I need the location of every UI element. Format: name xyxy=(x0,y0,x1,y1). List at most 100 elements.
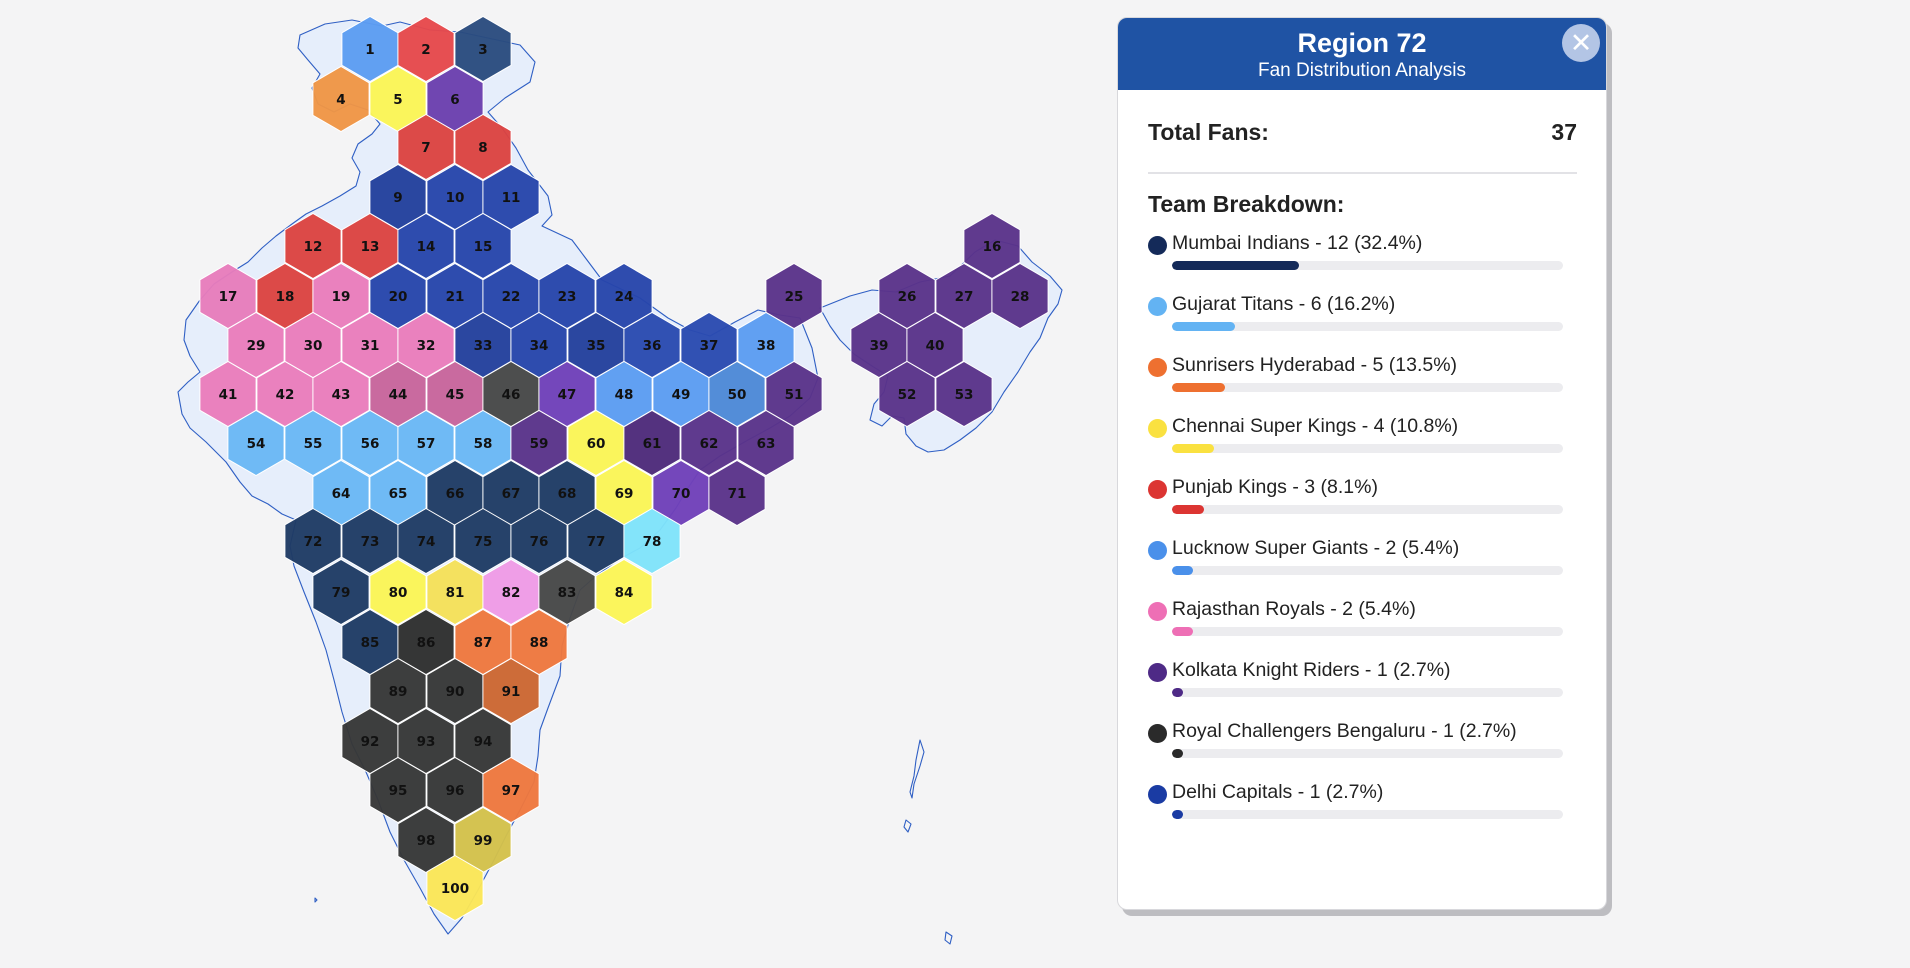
hex-cell[interactable] xyxy=(369,558,427,626)
hex-region[interactable]: 68 xyxy=(538,459,596,527)
hex-cell[interactable] xyxy=(426,854,484,922)
hex-region[interactable]: 30 xyxy=(284,311,342,379)
hex-region[interactable]: 81 xyxy=(426,558,484,626)
hex-cell[interactable] xyxy=(538,558,596,626)
hex-region[interactable]: 76 xyxy=(510,507,568,575)
hex-region[interactable]: 80 xyxy=(369,558,427,626)
hex-region[interactable]: 11 xyxy=(482,163,540,231)
hex-cell[interactable] xyxy=(623,507,681,575)
hex-cell[interactable] xyxy=(397,212,455,280)
hex-region[interactable]: 54 xyxy=(227,409,285,477)
hex-region[interactable]: 87 xyxy=(454,608,512,676)
hex-cell[interactable] xyxy=(935,360,993,428)
hex-region[interactable]: 17 xyxy=(199,262,257,330)
hex-cell[interactable] xyxy=(397,409,455,477)
hex-region[interactable]: 62 xyxy=(680,409,738,477)
hex-region[interactable]: 73 xyxy=(341,507,399,575)
hex-region[interactable]: 33 xyxy=(454,311,512,379)
hex-cell[interactable] xyxy=(482,657,540,725)
hex-cell[interactable] xyxy=(397,507,455,575)
hex-cell[interactable] xyxy=(369,657,427,725)
hex-region[interactable]: 40 xyxy=(906,311,964,379)
hex-cell[interactable] xyxy=(595,558,653,626)
hex-region[interactable]: 31 xyxy=(341,311,399,379)
hex-region[interactable]: 12 xyxy=(284,212,342,280)
hex-cell[interactable] xyxy=(454,113,512,181)
hex-cell[interactable] xyxy=(284,507,342,575)
hex-region[interactable]: 3 xyxy=(454,15,512,83)
hex-region[interactable]: 25 xyxy=(765,262,823,330)
hex-region[interactable]: 41 xyxy=(199,360,257,428)
hex-cell[interactable] xyxy=(312,65,370,133)
hex-region[interactable]: 28 xyxy=(991,262,1049,330)
hex-region[interactable]: 7 xyxy=(397,113,455,181)
hex-region[interactable]: 100 xyxy=(426,854,484,922)
hex-region[interactable]: 96 xyxy=(426,756,484,824)
hex-region[interactable]: 79 xyxy=(312,558,370,626)
hex-region[interactable]: 27 xyxy=(935,262,993,330)
hex-region[interactable]: 16 xyxy=(963,212,1021,280)
hex-region[interactable]: 93 xyxy=(397,707,455,775)
hex-region[interactable]: 89 xyxy=(369,657,427,725)
hex-region[interactable]: 95 xyxy=(369,756,427,824)
close-button[interactable]: ✕ xyxy=(1562,24,1600,62)
hex-cell[interactable] xyxy=(397,15,455,83)
hex-region[interactable]: 56 xyxy=(341,409,399,477)
hex-region[interactable]: 72 xyxy=(284,507,342,575)
hex-cell[interactable] xyxy=(680,409,738,477)
hex-cell[interactable] xyxy=(454,15,512,83)
hex-cell[interactable] xyxy=(312,558,370,626)
hex-region[interactable]: 2 xyxy=(397,15,455,83)
hex-region[interactable]: 14 xyxy=(397,212,455,280)
hex-region[interactable]: 71 xyxy=(708,459,766,527)
hex-cell[interactable] xyxy=(397,806,455,874)
hex-region[interactable]: 83 xyxy=(538,558,596,626)
hex-region[interactable]: 13 xyxy=(341,212,399,280)
hex-cell[interactable] xyxy=(963,212,1021,280)
hex-region[interactable]: 88 xyxy=(510,608,568,676)
hex-cell[interactable] xyxy=(284,212,342,280)
hex-cell[interactable] xyxy=(623,409,681,477)
hex-cell[interactable] xyxy=(510,409,568,477)
hex-region[interactable]: 55 xyxy=(284,409,342,477)
hex-region[interactable]: 61 xyxy=(623,409,681,477)
hex-region[interactable]: 19 xyxy=(312,262,370,330)
hex-region[interactable]: 8 xyxy=(454,113,512,181)
hex-region[interactable]: 92 xyxy=(341,707,399,775)
hex-cell[interactable] xyxy=(482,756,540,824)
hex-region[interactable]: 36 xyxy=(623,311,681,379)
hex-cell[interactable] xyxy=(510,507,568,575)
hex-cell[interactable] xyxy=(991,262,1049,330)
hex-cell[interactable] xyxy=(454,212,512,280)
hex-region[interactable]: 34 xyxy=(510,311,568,379)
hex-region[interactable]: 4 xyxy=(312,65,370,133)
hex-region[interactable]: 64 xyxy=(312,459,370,527)
hex-cell[interactable] xyxy=(878,360,936,428)
hex-region[interactable]: 59 xyxy=(510,409,568,477)
hex-region[interactable]: 58 xyxy=(454,409,512,477)
hex-region[interactable]: 44 xyxy=(369,360,427,428)
hex-region[interactable]: 15 xyxy=(454,212,512,280)
hex-region[interactable]: 74 xyxy=(397,507,455,575)
hex-region[interactable]: 46 xyxy=(482,360,540,428)
hex-region[interactable]: 57 xyxy=(397,409,455,477)
hex-region[interactable]: 48 xyxy=(595,360,653,428)
hex-region[interactable]: 63 xyxy=(737,409,795,477)
hex-region[interactable]: 78 xyxy=(623,507,681,575)
hex-region[interactable]: 97 xyxy=(482,756,540,824)
hex-region[interactable]: 50 xyxy=(708,360,766,428)
hex-region[interactable]: 20 xyxy=(369,262,427,330)
hex-cell[interactable] xyxy=(284,409,342,477)
hex-region[interactable]: 98 xyxy=(397,806,455,874)
hex-region[interactable]: 82 xyxy=(482,558,540,626)
hex-region[interactable]: 91 xyxy=(482,657,540,725)
hex-region[interactable]: 53 xyxy=(935,360,993,428)
hex-cell[interactable] xyxy=(227,409,285,477)
hex-region[interactable]: 52 xyxy=(878,360,936,428)
hex-cell[interactable] xyxy=(369,756,427,824)
hex-cell[interactable] xyxy=(737,409,795,477)
hex-region[interactable]: 75 xyxy=(454,507,512,575)
hex-region[interactable]: 84 xyxy=(595,558,653,626)
hex-region[interactable]: 18 xyxy=(256,262,314,330)
hex-cell[interactable] xyxy=(397,113,455,181)
